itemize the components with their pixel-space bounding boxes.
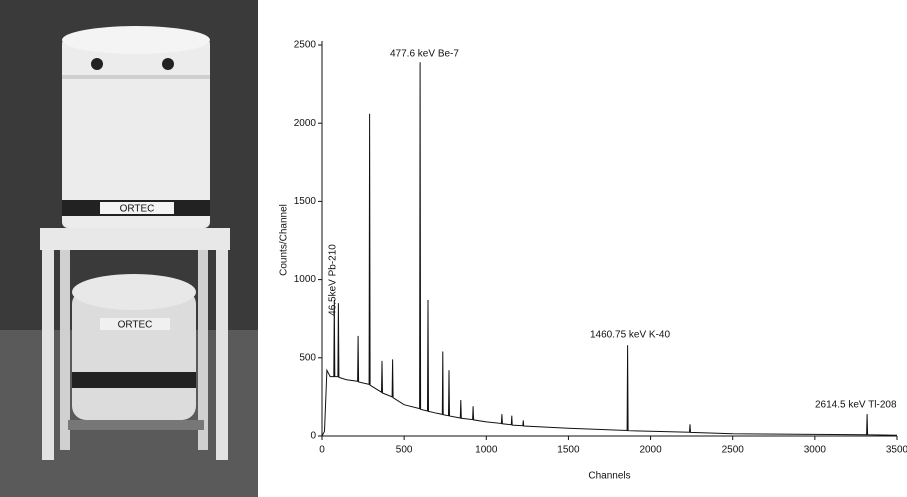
label-plate bbox=[100, 202, 174, 214]
label-plate bbox=[100, 318, 170, 330]
annotation: 46.5keV Pb-210 bbox=[328, 244, 339, 316]
annotation: 1460.75 keV K-40 bbox=[590, 330, 670, 341]
y-tick-label: 1000 bbox=[294, 274, 317, 285]
stand-leg bbox=[216, 250, 228, 460]
brand-label: ORTEC bbox=[118, 320, 153, 331]
x-tick-label: 500 bbox=[396, 445, 413, 456]
dewar-band bbox=[72, 372, 196, 388]
brand-label: ORTEC bbox=[120, 204, 155, 215]
x-tick-label: 0 bbox=[319, 445, 325, 456]
x-tick-label: 2500 bbox=[722, 445, 745, 456]
stand-leg bbox=[42, 250, 54, 460]
hole bbox=[162, 58, 174, 70]
shield-top bbox=[62, 26, 210, 54]
annotation: 477.6 keV Be-7 bbox=[390, 49, 459, 60]
y-tick-label: 500 bbox=[299, 352, 316, 363]
x-tick-label: 3000 bbox=[804, 445, 827, 456]
shield bbox=[62, 38, 210, 228]
y-axis-label: Counts/Channel bbox=[279, 204, 290, 276]
spectrum-line bbox=[321, 62, 898, 437]
y-tick-label: 2000 bbox=[294, 118, 317, 129]
x-tick-label: 3500 bbox=[886, 445, 907, 456]
y-tick-label: 1500 bbox=[294, 196, 317, 207]
base-tray bbox=[68, 420, 204, 430]
annotation: 2614.5 keV Tl-208 bbox=[815, 400, 897, 411]
x-tick-label: 1000 bbox=[475, 445, 498, 456]
x-axis-label: Channels bbox=[588, 471, 630, 482]
dewar-top bbox=[72, 274, 196, 310]
y-tick-label: 2500 bbox=[294, 40, 317, 51]
y-tick-label: 0 bbox=[310, 431, 316, 442]
hole bbox=[91, 58, 103, 70]
x-tick-label: 1500 bbox=[557, 445, 580, 456]
stand-top bbox=[40, 228, 230, 250]
stand-leg bbox=[60, 250, 70, 450]
photo: ORTEC ORTEC bbox=[0, 0, 258, 497]
x-tick-label: 2000 bbox=[639, 445, 662, 456]
stand-leg bbox=[198, 250, 208, 450]
shield-seam bbox=[62, 75, 210, 79]
